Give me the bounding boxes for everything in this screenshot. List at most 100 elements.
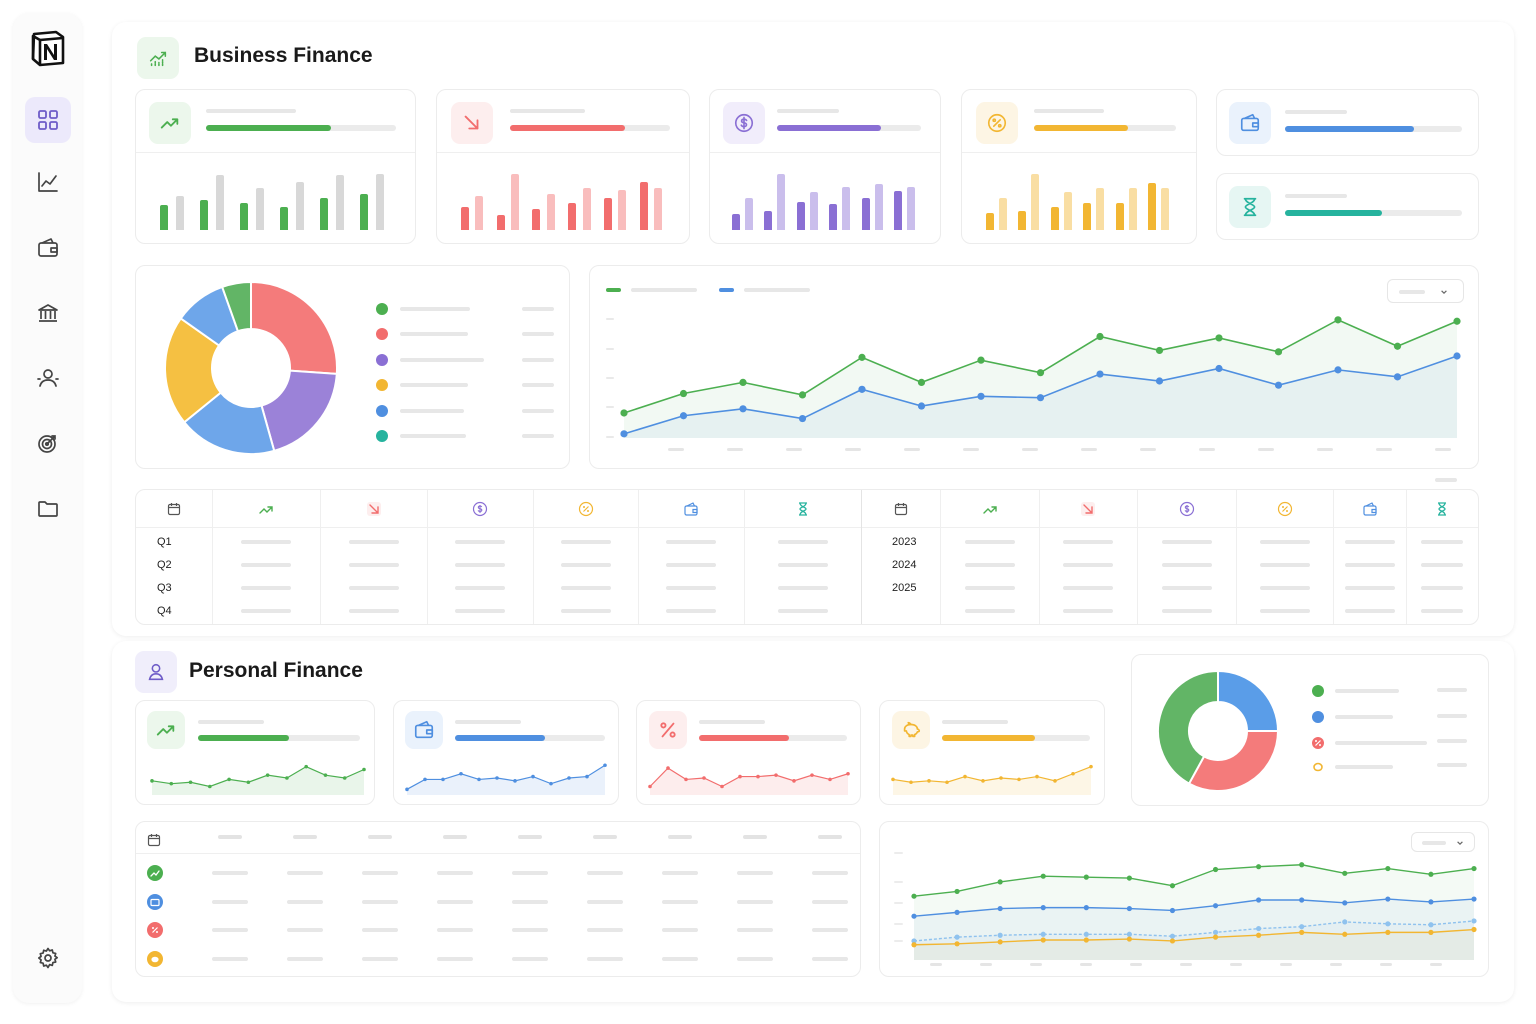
x-tick-placeholder	[1030, 963, 1042, 966]
column-header-placeholder	[743, 835, 767, 839]
period-dropdown[interactable]	[1387, 279, 1464, 303]
nav-settings[interactable]	[25, 935, 71, 981]
data-point	[1212, 934, 1219, 940]
personal-kpi-savings[interactable]	[393, 700, 619, 805]
kpi-progress-fill	[699, 735, 790, 741]
mini-bar-chart	[730, 172, 925, 230]
cell-placeholder	[587, 871, 623, 875]
legend-label-placeholder	[1335, 715, 1393, 719]
kpi-card-expenses[interactable]	[436, 89, 690, 244]
cell-placeholder	[1063, 540, 1113, 544]
table-header-divider	[136, 853, 860, 854]
kpi-icon-tile	[149, 102, 191, 144]
personal-kpi-piggy[interactable]	[879, 700, 1105, 805]
data-point	[1040, 931, 1046, 937]
percent-icon	[577, 500, 595, 518]
data-point	[909, 780, 913, 785]
column-header-placeholder	[293, 835, 317, 839]
personal-kpi-debt[interactable]	[636, 700, 861, 805]
cell-placeholder	[437, 956, 473, 961]
y-tick-placeholder	[606, 318, 614, 320]
kpi-progress-fill	[1285, 126, 1415, 132]
cell-placeholder	[1421, 563, 1463, 567]
series-line	[406, 764, 606, 790]
card-divider	[962, 152, 1196, 153]
kpi-icon-tile	[451, 102, 493, 144]
series-line	[913, 920, 1475, 942]
row-label: Q3	[157, 582, 172, 594]
wallet-icon	[1240, 113, 1260, 132]
series-line	[151, 765, 365, 788]
period-dropdown[interactable]	[1411, 832, 1475, 852]
area-fill	[650, 768, 848, 795]
cell-placeholder	[1344, 609, 1395, 613]
nav-bank[interactable]	[25, 290, 71, 336]
legend-label-placeholder	[1335, 741, 1427, 745]
bar	[546, 194, 555, 230]
bar	[1018, 211, 1027, 230]
cell-placeholder	[437, 928, 473, 932]
kpi-card-cash[interactable]	[1216, 89, 1479, 156]
series-line	[913, 864, 1475, 897]
x-tick-placeholder	[1140, 448, 1156, 451]
data-point	[265, 773, 270, 777]
data-point	[513, 779, 517, 783]
column-header-placeholder	[218, 835, 242, 839]
bar	[874, 183, 883, 230]
donut-chart	[1157, 669, 1280, 792]
bar	[160, 204, 168, 230]
data-point	[648, 784, 652, 789]
legend-dot	[376, 404, 388, 417]
data-point	[1342, 870, 1348, 876]
y-tick-placeholder	[894, 852, 903, 854]
kpi-card-profit[interactable]	[709, 89, 941, 244]
column-header-placeholder	[593, 835, 617, 839]
data-point	[549, 781, 553, 786]
kpi-card-runway[interactable]	[1216, 173, 1479, 240]
kpi-card-margin[interactable]	[961, 89, 1197, 244]
area-fill	[624, 319, 1457, 438]
legend-label-placeholder	[400, 307, 470, 311]
cell-placeholder	[662, 956, 698, 961]
area-fill	[914, 864, 1474, 960]
data-point	[1040, 873, 1046, 879]
personal-table	[135, 821, 861, 977]
nav-files[interactable]	[25, 486, 71, 532]
legend-dot	[376, 303, 388, 315]
data-point	[362, 767, 366, 772]
kpi-progress-track	[777, 125, 921, 131]
x-tick-placeholder	[727, 448, 743, 451]
target-icon	[38, 435, 56, 453]
data-point	[963, 774, 967, 779]
data-point	[1453, 352, 1461, 360]
cell-placeholder	[1344, 540, 1395, 544]
row-label: 2023	[892, 536, 917, 548]
data-point	[620, 409, 628, 417]
nav-analytics[interactable]	[25, 159, 71, 205]
data-point	[1274, 348, 1283, 356]
personal-kpi-income[interactable]	[135, 700, 375, 805]
nav-goals[interactable]	[25, 420, 71, 466]
cell-placeholder	[1344, 586, 1395, 590]
data-point	[1299, 897, 1305, 903]
cell-placeholder	[812, 956, 848, 961]
cell-placeholder	[212, 871, 248, 875]
nav-wallet[interactable]	[25, 225, 71, 271]
notion-logo-icon[interactable]	[30, 29, 66, 67]
nav-dashboard[interactable]	[25, 97, 71, 143]
data-point	[792, 779, 796, 783]
legend-value-placeholder	[522, 383, 554, 388]
kpi-card-revenue[interactable]	[135, 89, 416, 244]
percent-icon	[1276, 500, 1294, 518]
nav-profile[interactable]	[25, 355, 71, 401]
kpi-label-placeholder	[1285, 194, 1347, 198]
data-point	[997, 939, 1003, 945]
kpi-icon-tile	[1229, 102, 1271, 144]
cell-placeholder	[1421, 540, 1463, 544]
cell-placeholder	[1259, 563, 1310, 567]
kpi-progress-track	[206, 125, 396, 131]
bar	[240, 202, 248, 230]
cell-placeholder	[737, 871, 773, 875]
data-point	[1334, 316, 1342, 324]
data-point	[756, 774, 760, 779]
